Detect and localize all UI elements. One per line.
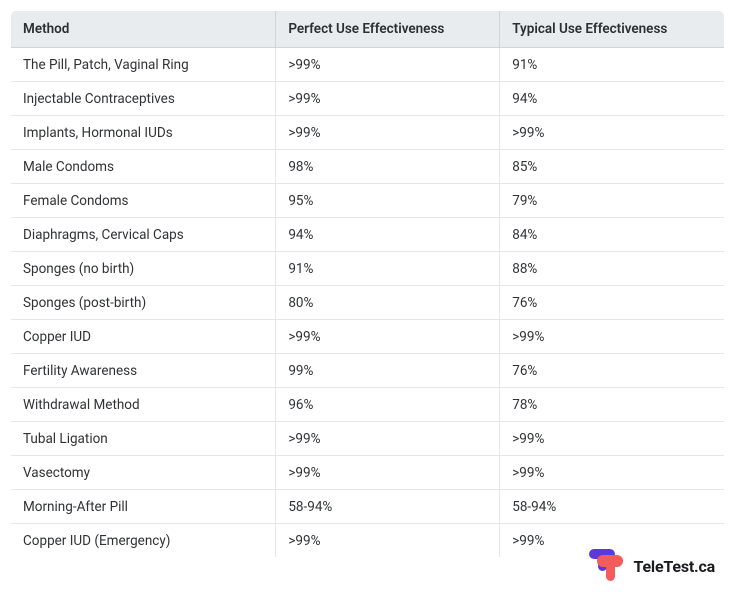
table-row: The Pill, Patch, Vaginal Ring >99% 91% [11,48,725,82]
cell-perfect: 98% [276,150,500,184]
cell-method: Diaphragms, Cervical Caps [11,218,276,252]
table-row: Sponges (no birth) 91% 88% [11,252,725,286]
cell-perfect: 99% [276,354,500,388]
cell-method: Sponges (no birth) [11,252,276,286]
table-row: Sponges (post-birth) 80% 76% [11,286,725,320]
cell-typical: >99% [500,422,725,456]
cell-method: Fertility Awareness [11,354,276,388]
cell-typical: 84% [500,218,725,252]
table-row: Female Condoms 95% 79% [11,184,725,218]
table-row: Morning-After Pill 58-94% 58-94% [11,490,725,524]
cell-perfect: >99% [276,48,500,82]
cell-perfect: >99% [276,524,500,558]
cell-perfect: >99% [276,456,500,490]
cell-method: Morning-After Pill [11,490,276,524]
brand-logo-icon [589,549,623,583]
cell-perfect: 91% [276,252,500,286]
cell-typical: 94% [500,82,725,116]
cell-typical: >99% [500,320,725,354]
cell-perfect: 96% [276,388,500,422]
table-row: Copper IUD >99% >99% [11,320,725,354]
brand: TeleTest.ca [589,549,715,583]
cell-perfect: >99% [276,422,500,456]
effectiveness-table: Method Perfect Use Effectiveness Typical… [10,10,725,558]
cell-method: The Pill, Patch, Vaginal Ring [11,48,276,82]
cell-perfect: >99% [276,320,500,354]
cell-typical: 76% [500,286,725,320]
table-row: Withdrawal Method 96% 78% [11,388,725,422]
cell-typical: 79% [500,184,725,218]
cell-typical: 91% [500,48,725,82]
table-row: Implants, Hormonal IUDs >99% >99% [11,116,725,150]
cell-method: Withdrawal Method [11,388,276,422]
cell-typical: >99% [500,456,725,490]
cell-perfect: 80% [276,286,500,320]
cell-method: Female Condoms [11,184,276,218]
cell-method: Injectable Contraceptives [11,82,276,116]
table-row: Vasectomy >99% >99% [11,456,725,490]
cell-method: Copper IUD (Emergency) [11,524,276,558]
cell-typical: 76% [500,354,725,388]
cell-typical: 78% [500,388,725,422]
table-row: Male Condoms 98% 85% [11,150,725,184]
page: Method Perfect Use Effectiveness Typical… [0,0,735,597]
cell-perfect: 58-94% [276,490,500,524]
cell-typical: 85% [500,150,725,184]
cell-perfect: 95% [276,184,500,218]
table-row: Injectable Contraceptives >99% 94% [11,82,725,116]
col-header-perfect: Perfect Use Effectiveness [276,11,500,48]
table-row: Tubal Ligation >99% >99% [11,422,725,456]
cell-perfect: >99% [276,82,500,116]
col-header-method: Method [11,11,276,48]
cell-method: Implants, Hormonal IUDs [11,116,276,150]
table-body: The Pill, Patch, Vaginal Ring >99% 91% I… [11,48,725,558]
table-row: Fertility Awareness 99% 76% [11,354,725,388]
table-header-row: Method Perfect Use Effectiveness Typical… [11,11,725,48]
cell-method: Sponges (post-birth) [11,286,276,320]
cell-perfect: 94% [276,218,500,252]
col-header-typical: Typical Use Effectiveness [500,11,725,48]
cell-typical: >99% [500,116,725,150]
cell-method: Male Condoms [11,150,276,184]
cell-perfect: >99% [276,116,500,150]
cell-method: Tubal Ligation [11,422,276,456]
table-row: Diaphragms, Cervical Caps 94% 84% [11,218,725,252]
cell-method: Copper IUD [11,320,276,354]
brand-text: TeleTest.ca [633,557,715,576]
cell-typical: 58-94% [500,490,725,524]
cell-method: Vasectomy [11,456,276,490]
cell-typical: 88% [500,252,725,286]
